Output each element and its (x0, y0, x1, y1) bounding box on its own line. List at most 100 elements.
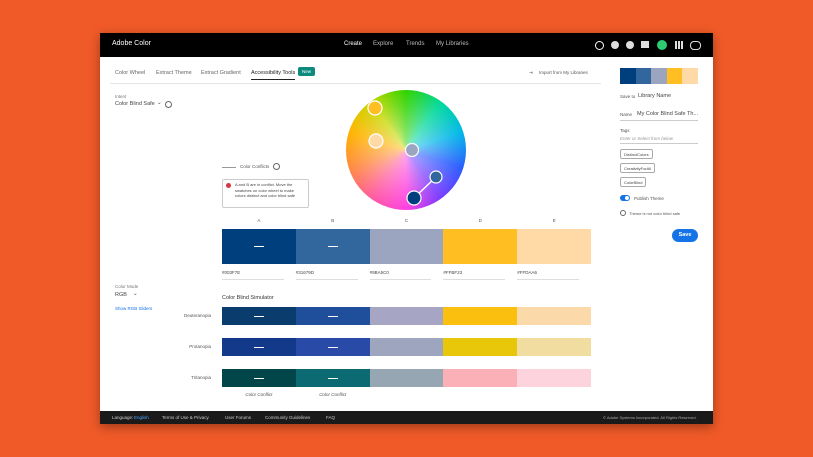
nav-link[interactable]: My Libraries (436, 41, 469, 47)
label: Name (620, 112, 633, 117)
alert-icon (226, 183, 231, 188)
handle[interactable] (368, 133, 384, 149)
hex-code: #FFDAA6 (517, 270, 537, 275)
footer-link[interactable]: Community Guidelines (265, 415, 311, 420)
cloud-icon[interactable] (690, 41, 701, 50)
avatar[interactable] (657, 40, 667, 50)
sim-swatch (443, 338, 518, 356)
footer (100, 411, 713, 424)
footer-link[interactable]: User Forums (225, 415, 252, 420)
divider (110, 83, 601, 84)
wheel-handles (367, 100, 443, 206)
nav-link[interactable]: Create (344, 41, 363, 47)
label: Publish Theme (634, 196, 664, 201)
dropdown[interactable]: Color Blind Safe (115, 101, 155, 107)
label: Color Mode (115, 284, 139, 289)
toggle-knob (625, 196, 629, 200)
nav-link[interactable]: Trends (406, 41, 425, 47)
tags-input[interactable]: Enter or Select from below (620, 136, 674, 141)
help-icon[interactable] (165, 101, 172, 108)
handle[interactable] (404, 142, 420, 158)
label: Tags (620, 128, 630, 133)
palette-chip (635, 68, 652, 84)
swatch-marker (327, 246, 338, 247)
icon[interactable] (626, 41, 634, 49)
palette-chip (651, 68, 667, 84)
handle[interactable] (367, 100, 383, 116)
palette-chip (620, 68, 636, 84)
sim-swatch (369, 338, 444, 356)
footer-link[interactable]: Terms of Use & Privacy (162, 415, 209, 420)
badge: New (298, 67, 316, 76)
sim-swatch (517, 338, 592, 356)
row-label: Deuteranopia (183, 313, 211, 318)
underline (369, 279, 432, 280)
top-bar (100, 33, 713, 57)
swatch[interactable] (443, 229, 518, 264)
tab[interactable]: Extract Theme (156, 70, 192, 76)
conflict-label: Color Conflict (319, 392, 347, 397)
chevron[interactable]: ⌄ (133, 291, 138, 297)
sim-swatch (369, 307, 444, 325)
swatch[interactable] (517, 229, 592, 264)
row-label: Protanopia (189, 344, 211, 349)
handle[interactable] (406, 190, 422, 206)
tab[interactable]: Color Wheel (115, 70, 146, 76)
tab[interactable]: Extract Gradient (201, 70, 241, 76)
swatch-marker (253, 246, 264, 247)
sim-swatch (443, 307, 518, 325)
language-link[interactable]: English (134, 415, 149, 420)
handle[interactable] (429, 170, 443, 184)
hex-code: #31679D (295, 270, 315, 275)
label: Language: (112, 415, 134, 420)
underline (295, 279, 358, 280)
palette-chip (682, 68, 698, 84)
swatch-marker (327, 316, 338, 317)
dropdown[interactable]: RGB (115, 292, 127, 298)
tag-chip[interactable]: CreativityForAll (620, 163, 656, 173)
palette-chip (666, 68, 683, 84)
tag-chip[interactable]: ColorBlind (620, 177, 647, 187)
chevron[interactable]: ⌄ (157, 100, 162, 106)
icon[interactable] (611, 41, 619, 49)
swatch-letter: C (404, 218, 409, 223)
icon[interactable] (595, 41, 604, 50)
apps-icon[interactable] (675, 41, 683, 49)
underline (222, 279, 284, 280)
underline (620, 120, 698, 121)
label: Color Conflicts (240, 164, 270, 169)
footer-link[interactable]: FAQ (326, 415, 336, 420)
swatch-marker (253, 347, 264, 348)
swatch[interactable] (369, 229, 444, 264)
sim-swatch (517, 369, 592, 387)
name-input[interactable]: My Color Blind Safe Th... (637, 111, 699, 117)
sim-swatch (369, 369, 444, 387)
swatch-letter: A (257, 218, 261, 223)
underline (620, 143, 698, 144)
conflict-label: Color Conflict (245, 392, 273, 397)
swatch-marker (327, 347, 338, 348)
nav-link[interactable]: Explore (373, 41, 394, 47)
help-icon[interactable] (273, 163, 280, 170)
icon[interactable] (641, 41, 649, 48)
label: Intent (115, 94, 127, 99)
logo[interactable]: Adobe Color (112, 40, 151, 47)
alert-text: A and B are in conflict. Move the swatch… (235, 182, 296, 198)
hex-code: #003F7E (222, 270, 241, 275)
hex-code: #FFBF23 (443, 270, 463, 275)
swatch-marker (327, 378, 338, 379)
dropdown[interactable]: Library Name (638, 93, 672, 99)
tab[interactable]: Accessibility Tools (251, 70, 296, 80)
info-icon (620, 210, 626, 216)
warning: Theme is not color blind safe (629, 211, 681, 216)
import-icon[interactable]: ⇥ (529, 70, 533, 75)
legend-line (222, 167, 236, 168)
sim-swatch (517, 307, 592, 325)
tag-chip[interactable]: DistinctColors (620, 149, 653, 159)
link[interactable]: Show RGB Sliders (115, 306, 153, 311)
swatch-marker (253, 316, 264, 317)
save-button[interactable]: Save (672, 229, 698, 242)
import-link[interactable]: Import from My Libraries (539, 70, 588, 75)
swatch-marker (253, 378, 264, 379)
